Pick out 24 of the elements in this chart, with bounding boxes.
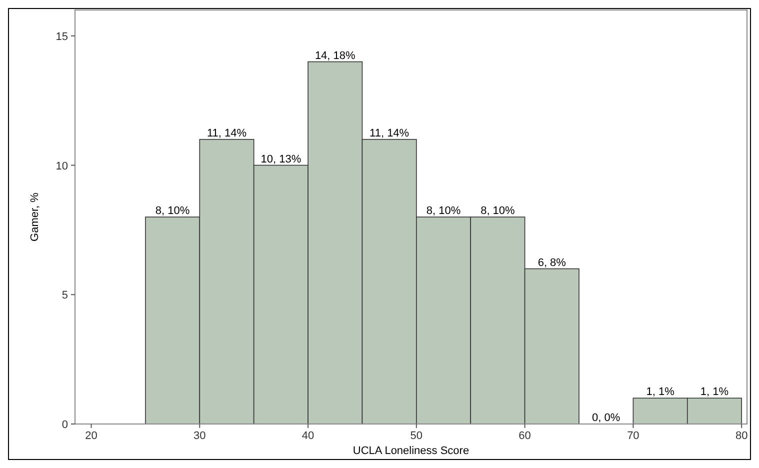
data-label: 10, 13%	[260, 153, 302, 166]
data-label: 1, 1%	[700, 386, 729, 398]
data-label: 14, 18%	[314, 50, 356, 62]
y-tick-label: 0	[62, 419, 68, 431]
y-tick-label: 5	[62, 290, 68, 302]
x-tick-label: 20	[85, 430, 98, 442]
data-label: 8, 10%	[155, 205, 190, 217]
data-label: 8, 10%	[426, 205, 461, 217]
x-tick-label: 40	[302, 430, 314, 442]
x-axis-title: UCLA Loneliness Score	[352, 445, 470, 457]
data-label: 11, 14%	[206, 127, 247, 140]
y-tick-label: 10	[56, 160, 68, 172]
y-tick-label: 15	[56, 30, 68, 43]
x-tick-label: 60	[518, 430, 531, 442]
x-tick-label: 80	[735, 430, 748, 442]
data-label: 11, 14%	[370, 127, 410, 140]
data-label: 8, 10%	[480, 205, 516, 217]
y-axis-title: Gamer, %	[29, 192, 41, 242]
data-label: 6, 8%	[538, 256, 566, 269]
x-tick-label: 30	[194, 430, 206, 442]
x-tick-label: 50	[410, 430, 423, 442]
data-label: 0, 0%	[592, 412, 620, 424]
data-label: 1, 1%	[646, 386, 675, 398]
x-tick-label: 70	[627, 430, 640, 442]
